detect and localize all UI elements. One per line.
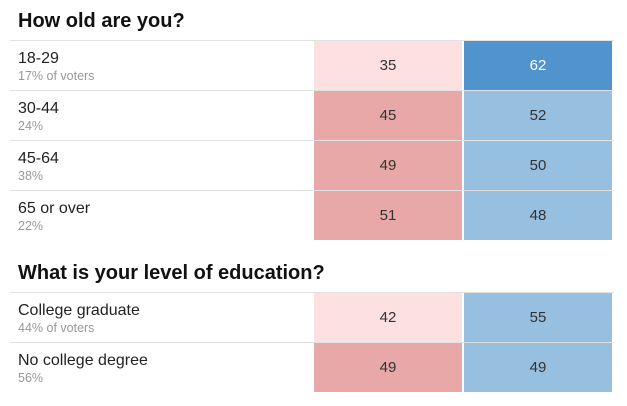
share-label: 44% of voters	[18, 321, 95, 335]
share-label: 38%	[18, 169, 44, 183]
rep-value-cell: 35	[314, 41, 462, 90]
group-label: 45-64	[18, 150, 59, 167]
table-row: 18-29 17% of voters 35 62	[10, 40, 614, 90]
row-label: No college degree 56%	[18, 352, 148, 386]
table-row: No college degree 56% 49 49	[10, 342, 614, 392]
table-row: 65 or over 22% 51 48	[10, 190, 614, 240]
share-label: 24%	[18, 119, 44, 133]
table-row: 45-64 38% 49 50	[10, 140, 614, 190]
rep-value-cell: 42	[314, 293, 462, 342]
table-row: College graduate 44% of voters 42 55	[10, 292, 614, 342]
row-label: 30-44 24%	[18, 100, 59, 134]
dem-value-cell: 48	[464, 191, 612, 240]
group-label: 18-29	[18, 50, 59, 67]
section-title-education: What is your level of education?	[18, 262, 325, 284]
age-table: 18-29 17% of voters 35 62 30-44 24% 45 52 45-64 3…	[10, 40, 614, 240]
group-label: 30-44	[18, 100, 59, 117]
table-row: 30-44 24% 45 52	[10, 90, 614, 140]
dem-value-cell: 55	[464, 293, 612, 342]
group-label: College graduate	[18, 302, 140, 319]
group-label: No college degree	[18, 352, 148, 369]
rep-value-cell: 49	[314, 141, 462, 190]
dem-value-cell: 49	[464, 343, 612, 392]
row-label: 65 or over 22%	[18, 200, 90, 234]
section-title-age: How old are you?	[18, 10, 185, 32]
rep-value-cell: 49	[314, 343, 462, 392]
group-label: 65 or over	[18, 200, 91, 217]
rep-value-cell: 45	[314, 91, 462, 140]
share-label: 22%	[18, 219, 44, 233]
dem-value-cell: 62	[464, 41, 612, 90]
education-table: College graduate 44% of voters 42 55 No coll…	[10, 292, 614, 392]
share-label: 56%	[18, 371, 44, 385]
row-label: College graduate 44% of voters	[18, 302, 140, 336]
dem-value-cell: 52	[464, 91, 612, 140]
dem-value-cell: 50	[464, 141, 612, 190]
row-label: 45-64 38%	[18, 150, 59, 184]
share-label: 17% of voters	[18, 69, 95, 83]
rep-value-cell: 51	[314, 191, 462, 240]
row-label: 18-29 17% of voters	[18, 50, 94, 84]
